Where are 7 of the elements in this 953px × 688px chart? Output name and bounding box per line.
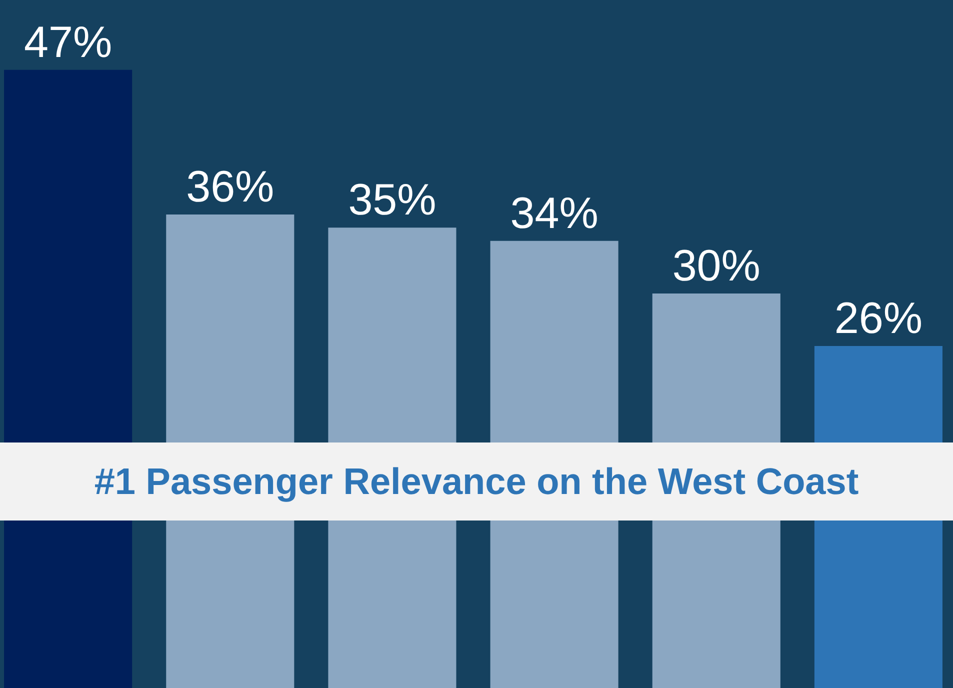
data-label: 47% <box>24 18 112 67</box>
data-label: 26% <box>834 294 922 344</box>
annotation: #1 Passenger Relevance on the West Coast <box>94 461 859 502</box>
data-label: 30% <box>672 241 760 290</box>
data-label: 36% <box>186 162 274 212</box>
data-label: 35% <box>348 176 436 225</box>
data-label: 34% <box>510 188 598 238</box>
